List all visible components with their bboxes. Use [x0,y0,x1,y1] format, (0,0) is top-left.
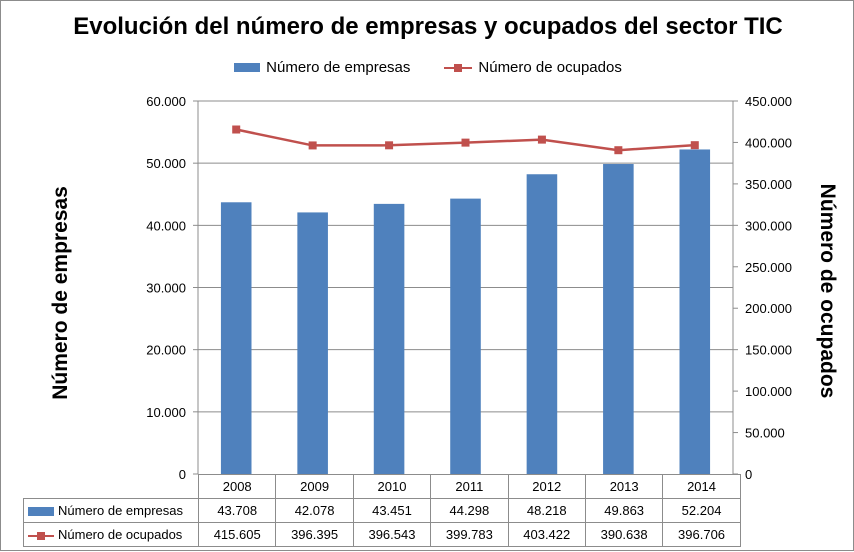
data-table-year: 2009 [275,474,354,499]
bar [450,198,481,474]
data-table-cell: 43.451 [352,498,432,523]
bar [373,203,405,474]
data-table-cell: 390.638 [584,522,664,547]
line-marker [537,135,546,144]
data-table-corner [23,474,199,499]
data-table-rowhead-empresas: Número de empresas [23,498,199,523]
bar [220,202,252,475]
line-marker [614,146,623,155]
data-table-year: 2014 [662,474,741,499]
data-table-row-ocupados: Número de ocupados 415.605 396.395 396.5… [23,522,741,547]
legend-item-empresas: Número de empresas [234,59,410,76]
data-table-cell: 403.422 [507,522,586,547]
bar [526,174,558,475]
y-right-tick-label: 150.000 [745,343,792,358]
data-table-cell: 396.706 [662,522,741,547]
legend: Número de empresas Número de ocupados [1,59,854,76]
y-right-tick-label: 350.000 [745,177,792,192]
line-marker [385,141,394,150]
data-table-rowhead-ocupados: Número de ocupados [23,522,199,547]
legend-line-swatch [444,63,473,73]
data-table-cell: 399.783 [430,522,509,547]
legend-bar-swatch [234,63,261,72]
y-left-tick-label: 30.000 [146,281,186,296]
data-table-cell: 49.863 [584,498,664,523]
y-right-tick-label: 100.000 [745,384,792,399]
data-table-year: 2012 [507,474,586,499]
data-table-year: 2013 [584,474,664,499]
y-left-tick-label: 50.000 [146,156,186,171]
y-right-tick-label: 300.000 [745,218,792,233]
legend-label-ocupados: Número de ocupados [478,59,622,76]
y-left-tick-label: 40.000 [146,218,186,233]
y-left-tick-label: 60.000 [146,94,186,109]
y-right-tick-label: 400.000 [745,135,792,150]
y-left-tick-label: 10.000 [146,405,186,420]
data-table-cell: 48.218 [507,498,586,523]
data-table-year: 2010 [352,474,432,499]
line-marker [232,125,241,134]
bar [603,164,634,474]
data-table-series-name: Número de ocupados [58,527,183,542]
data-table-cell: 415.605 [197,522,277,547]
data-table-series-name: Número de empresas [58,503,183,518]
line-marker [308,141,317,150]
data-table-row-empresas: Número de empresas 43.708 42.078 43.451 … [23,498,741,523]
data-table-cell: 396.395 [275,522,354,547]
legend-item-ocupados: Número de ocupados [444,59,622,76]
y-right-tick-label: 50.000 [745,426,785,441]
bar [679,149,711,474]
y-right-tick-label: 450.000 [745,94,792,109]
y-left-tick-label: 20.000 [146,343,186,358]
data-table-cell: 43.708 [197,498,277,523]
data-table-year: 2008 [197,474,277,499]
data-table-cell: 42.078 [275,498,354,523]
y-right-tick-label: 0 [745,467,752,482]
legend-key-bar [28,507,54,517]
data-table-year: 2011 [430,474,509,499]
data-table-cell: 44.298 [430,498,509,523]
y-right-tick-label: 250.000 [745,260,792,275]
legend-label-empresas: Número de empresas [266,59,411,76]
data-table: 2008 2009 2010 2011 2012 2013 2014 Númer… [23,474,741,547]
bar [297,212,328,474]
data-table-cell: 396.543 [352,522,432,547]
legend-key-line [28,531,54,541]
line-marker [690,141,699,150]
data-table-header-row: 2008 2009 2010 2011 2012 2013 2014 [23,474,741,499]
line-marker [461,138,470,147]
data-table-cell: 52.204 [662,498,741,523]
chart-title: Evolución del número de empresas y ocupa… [73,13,783,40]
y-right-tick-label: 200.000 [745,301,792,316]
